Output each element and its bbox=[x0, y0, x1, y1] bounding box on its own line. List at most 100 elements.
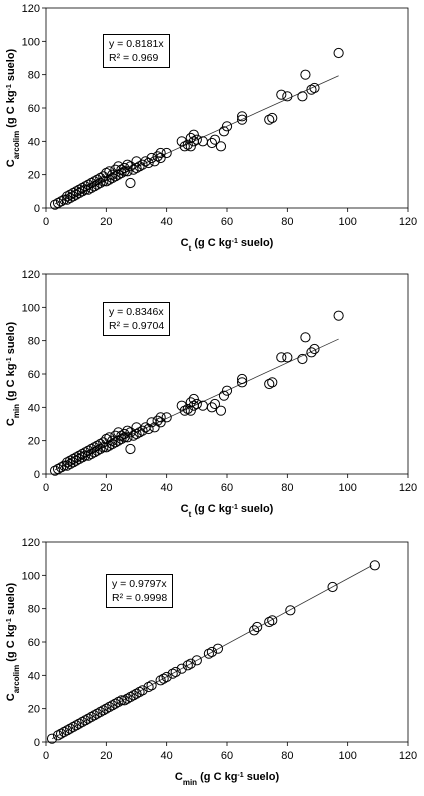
data-point bbox=[131, 162, 142, 174]
data-point bbox=[149, 156, 160, 167]
data-point bbox=[212, 643, 224, 654]
data-point bbox=[185, 397, 196, 408]
data-point bbox=[80, 184, 91, 195]
regression-equation-1: y = 0.8181x bbox=[109, 38, 164, 50]
regression-r2-2: R² = 0.9704 bbox=[109, 320, 165, 332]
data-point bbox=[252, 621, 263, 633]
x-tick-label: 0 bbox=[43, 216, 49, 228]
data-point bbox=[101, 442, 112, 453]
y-axis-title-3: Carcolim (g C kg-1 suelo) bbox=[5, 582, 21, 701]
data-point bbox=[122, 693, 133, 704]
data-point bbox=[95, 177, 106, 189]
data-point bbox=[59, 726, 70, 738]
y-tick-label: 60 bbox=[28, 637, 40, 649]
data-point bbox=[125, 691, 136, 703]
data-point bbox=[116, 695, 127, 706]
data-point bbox=[125, 177, 136, 189]
data-point bbox=[161, 412, 172, 423]
data-point bbox=[161, 671, 172, 683]
data-point bbox=[155, 675, 166, 686]
data-point bbox=[333, 47, 344, 59]
data-point bbox=[119, 695, 130, 706]
y-tick-label: 60 bbox=[28, 369, 40, 381]
y-tick-label: 40 bbox=[28, 670, 40, 682]
x-tick-label: 100 bbox=[338, 750, 356, 762]
x-tick-label: 40 bbox=[161, 482, 173, 494]
x-tick-label: 100 bbox=[338, 482, 356, 494]
data-point bbox=[80, 450, 91, 461]
x-tick-label: 120 bbox=[399, 750, 417, 762]
data-point bbox=[176, 400, 187, 411]
data-point bbox=[182, 403, 193, 415]
x-tick-label: 20 bbox=[100, 216, 112, 228]
data-point bbox=[131, 688, 142, 699]
data-point bbox=[52, 197, 64, 209]
regression-r2-3: R² = 0.9998 bbox=[112, 592, 168, 604]
data-point bbox=[161, 147, 172, 159]
scatter-plot-1: 0 20 40 60 80 100 120 0 20 40 60 80 100 120 Ct (g C kg… bbox=[5, 3, 417, 253]
data-point bbox=[95, 706, 106, 718]
x-tick-label: 80 bbox=[281, 750, 293, 762]
data-point bbox=[155, 147, 166, 159]
scatter-plot-3: 0 20 40 60 80 100 120 0 20 40 60 80 100 120 Cmin (g C … bbox=[5, 537, 417, 787]
y-tick-label: 80 bbox=[28, 604, 40, 616]
data-point bbox=[104, 432, 115, 443]
data-point bbox=[197, 136, 208, 147]
data-point bbox=[215, 141, 227, 152]
data-point bbox=[52, 730, 64, 741]
data-point bbox=[137, 159, 148, 170]
data-point bbox=[267, 112, 278, 124]
data-point bbox=[185, 141, 196, 152]
data-point bbox=[155, 412, 166, 423]
data-point bbox=[155, 417, 166, 428]
data-point bbox=[71, 189, 82, 200]
x-axis-title-1: Ct (g C kg-1 suelo) bbox=[181, 237, 274, 253]
data-point bbox=[152, 415, 163, 426]
data-point bbox=[116, 167, 127, 179]
scatter-plot-2: 0 20 40 60 80 100 120 0 20 40 60 80 100 120 Ct (g C kg… bbox=[5, 269, 417, 519]
x-tick-label: 20 bbox=[100, 482, 112, 494]
x-tick-label: 40 bbox=[161, 216, 173, 228]
data-point bbox=[80, 715, 91, 726]
data-point bbox=[285, 605, 296, 616]
data-point bbox=[236, 114, 248, 125]
y-tick-label: 20 bbox=[28, 704, 40, 716]
data-point bbox=[152, 151, 163, 162]
x-tick-label: 60 bbox=[221, 482, 233, 494]
data-point bbox=[146, 680, 157, 691]
data-point bbox=[62, 194, 73, 205]
data-point bbox=[191, 134, 202, 145]
data-point bbox=[182, 660, 193, 671]
data-point bbox=[188, 129, 199, 140]
data-point bbox=[122, 166, 133, 177]
y-tick-label: 0 bbox=[34, 737, 40, 749]
y-tick-label: 100 bbox=[22, 36, 40, 48]
data-point bbox=[170, 666, 181, 678]
data-point bbox=[101, 176, 112, 187]
data-point bbox=[221, 385, 233, 396]
data-point bbox=[59, 194, 70, 205]
data-point bbox=[71, 720, 82, 731]
data-point bbox=[185, 658, 196, 669]
data-point bbox=[62, 725, 73, 736]
data-point bbox=[74, 187, 85, 199]
data-point bbox=[206, 402, 218, 413]
data-point bbox=[89, 710, 100, 721]
data-point bbox=[309, 343, 320, 355]
data-point bbox=[185, 132, 196, 144]
data-point bbox=[116, 430, 127, 441]
data-point bbox=[188, 393, 199, 405]
data-point bbox=[77, 716, 88, 728]
data-point bbox=[92, 179, 103, 190]
data-point bbox=[68, 191, 79, 202]
x-tick-label: 80 bbox=[281, 482, 293, 494]
data-point bbox=[167, 668, 178, 679]
data-point bbox=[158, 673, 169, 684]
data-point bbox=[89, 181, 100, 192]
data-point bbox=[197, 400, 208, 411]
data-point bbox=[209, 134, 221, 145]
data-point bbox=[65, 723, 76, 734]
data-point bbox=[191, 398, 202, 410]
x-tick-label: 100 bbox=[338, 216, 356, 228]
data-point bbox=[128, 690, 139, 701]
